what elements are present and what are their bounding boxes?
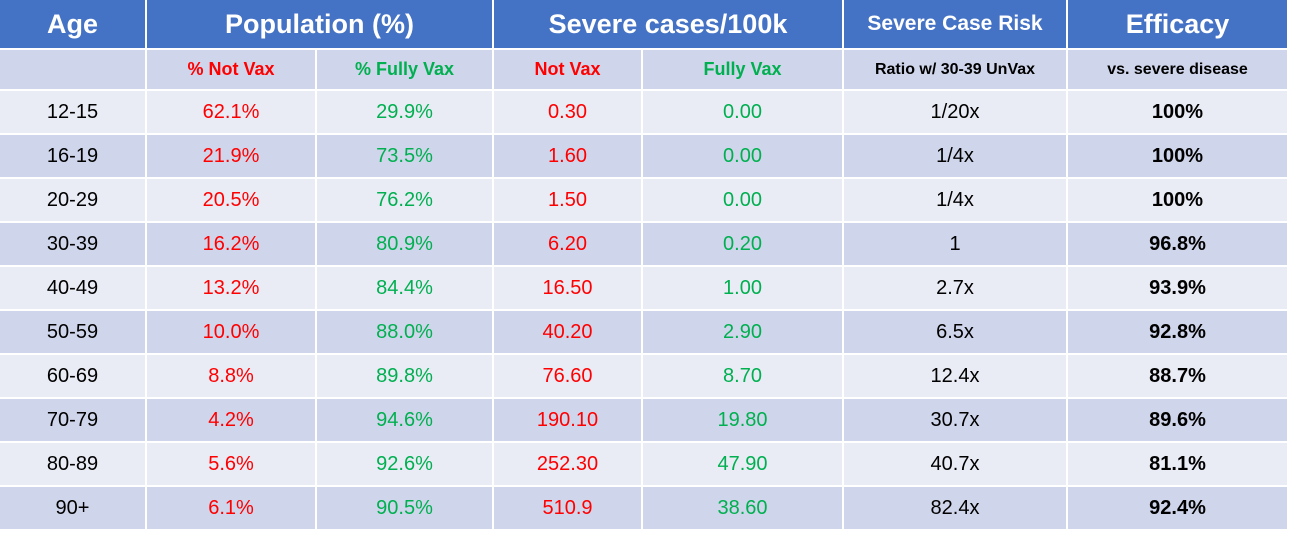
table-cell: 1/4x: [844, 135, 1066, 177]
table-cell: 6.20: [494, 223, 641, 265]
table-cell: 252.30: [494, 443, 641, 485]
table-cell: 80.9%: [317, 223, 492, 265]
table-cell: 89.6%: [1068, 399, 1287, 441]
subheader-row: % Not Vax% Fully Vax Not Vax Fully Vax Rati…: [0, 50, 1287, 89]
table-cell: 92.4%: [1068, 487, 1287, 529]
table-cell: 70-79: [0, 399, 145, 441]
table-cell: 76.60: [494, 355, 641, 397]
table-cell: 16.50: [494, 267, 641, 309]
table-cell: 20-29: [0, 179, 145, 221]
table-cell: 1.00: [643, 267, 842, 309]
data-row: 50-59 10.0% 88.0% 40.20 2.90 6.5x 92.8%: [0, 311, 1287, 353]
table-cell: 96.8%: [1068, 223, 1287, 265]
table-cell: 0.00: [643, 179, 842, 221]
table-cell: % Not Vax: [147, 50, 315, 89]
data-row: 16-19 21.9% 73.5% 1.60 0.00 1/4x 100%: [0, 135, 1287, 177]
table-cell: % Fully Vax: [317, 50, 492, 89]
data-row: 20-29 20.5% 76.2% 1.50 0.00 1/4x 100%: [0, 179, 1287, 221]
table-cell: 16.2%: [147, 223, 315, 265]
table-cell: 30.7x: [844, 399, 1066, 441]
table-cell: 30-39: [0, 223, 145, 265]
table-cell: 19.80: [643, 399, 842, 441]
table-cell: 84.4%: [317, 267, 492, 309]
table-cell: 1.50: [494, 179, 641, 221]
header-row: Age Population (%) Severe cases/100k Severe…: [0, 0, 1287, 48]
table-cell: 93.9%: [1068, 267, 1287, 309]
table-cell: 1/20x: [844, 91, 1066, 133]
table-cell: 47.90: [643, 443, 842, 485]
table-cell: 82.4x: [844, 487, 1066, 529]
table-cell: 6.1%: [147, 487, 315, 529]
table-cell: 0.20: [643, 223, 842, 265]
table-cell: 1.60: [494, 135, 641, 177]
data-row: 90+ 6.1% 90.5% 510.9 38.60 82.4x 92.4%: [0, 487, 1287, 529]
table-cell: 20.5%: [147, 179, 315, 221]
table-cell: Severe cases/100k: [494, 0, 842, 48]
table-cell: Efficacy: [1068, 0, 1287, 48]
table-cell: 50-59: [0, 311, 145, 353]
data-row: 12-15 62.1% 29.9% 0.30 0.00 1/20x 100%: [0, 91, 1287, 133]
table-cell: 0.00: [643, 91, 842, 133]
table-cell: vs. severe disease: [1068, 50, 1287, 89]
table-cell: 0.30: [494, 91, 641, 133]
table-cell: 88.7%: [1068, 355, 1287, 397]
table-cell: 89.8%: [317, 355, 492, 397]
table-cell: 40.7x: [844, 443, 1066, 485]
table-cell: 80-89: [0, 443, 145, 485]
table-cell: 12.4x: [844, 355, 1066, 397]
table-cell: 2.90: [643, 311, 842, 353]
table-cell: 62.1%: [147, 91, 315, 133]
data-row: 30-39 16.2% 80.9% 6.20 0.20 1 96.8%: [0, 223, 1287, 265]
table-cell: 60-69: [0, 355, 145, 397]
data-row: 60-69 8.8% 89.8% 76.60 8.70 12.4x 88.7%: [0, 355, 1287, 397]
table-cell: 100%: [1068, 179, 1287, 221]
table-cell: 88.0%: [317, 311, 492, 353]
table-cell: 0.00: [643, 135, 842, 177]
table-cell: 100%: [1068, 135, 1287, 177]
table-cell: 40-49: [0, 267, 145, 309]
table-cell: 190.10: [494, 399, 641, 441]
table-cell: 1: [844, 223, 1066, 265]
table-cell: 73.5%: [317, 135, 492, 177]
table-cell: 90.5%: [317, 487, 492, 529]
table-cell: Fully Vax: [643, 50, 842, 89]
table-cell: 6.5x: [844, 311, 1066, 353]
table-cell: 92.6%: [317, 443, 492, 485]
table-cell: 510.9: [494, 487, 641, 529]
table-cell: 29.9%: [317, 91, 492, 133]
table-cell: 8.70: [643, 355, 842, 397]
table-cell: 12-15: [0, 91, 145, 133]
data-row: 40-49 13.2% 84.4% 16.50 1.00 2.7x 93.9%: [0, 267, 1287, 309]
table-cell: [0, 50, 145, 89]
table-cell: 13.2%: [147, 267, 315, 309]
table-cell: Population (%): [147, 0, 492, 48]
table-cell: 94.6%: [317, 399, 492, 441]
table-cell: 5.6%: [147, 443, 315, 485]
data-row: 80-89 5.6% 92.6% 252.30 47.90 40.7x 81.1%: [0, 443, 1287, 485]
table-cell: 40.20: [494, 311, 641, 353]
table-cell: 90+: [0, 487, 145, 529]
table-cell: 10.0%: [147, 311, 315, 353]
table-cell: 21.9%: [147, 135, 315, 177]
table-cell: Ratio w/ 30-39 UnVax: [844, 50, 1066, 89]
table-cell: 100%: [1068, 91, 1287, 133]
table-cell: Age: [0, 0, 145, 48]
table-cell: 8.8%: [147, 355, 315, 397]
table-cell: Not Vax: [494, 50, 641, 89]
table-cell: 76.2%: [317, 179, 492, 221]
data-row: 70-79 4.2% 94.6% 190.10 19.80 30.7x 89.6%: [0, 399, 1287, 441]
table-cell: 92.8%: [1068, 311, 1287, 353]
table-cell: Severe Case Risk: [844, 0, 1066, 48]
table-cell: 1/4x: [844, 179, 1066, 221]
table-cell: 38.60: [643, 487, 842, 529]
table-cell: 4.2%: [147, 399, 315, 441]
table-cell: 2.7x: [844, 267, 1066, 309]
table-cell: 81.1%: [1068, 443, 1287, 485]
table-cell: 16-19: [0, 135, 145, 177]
